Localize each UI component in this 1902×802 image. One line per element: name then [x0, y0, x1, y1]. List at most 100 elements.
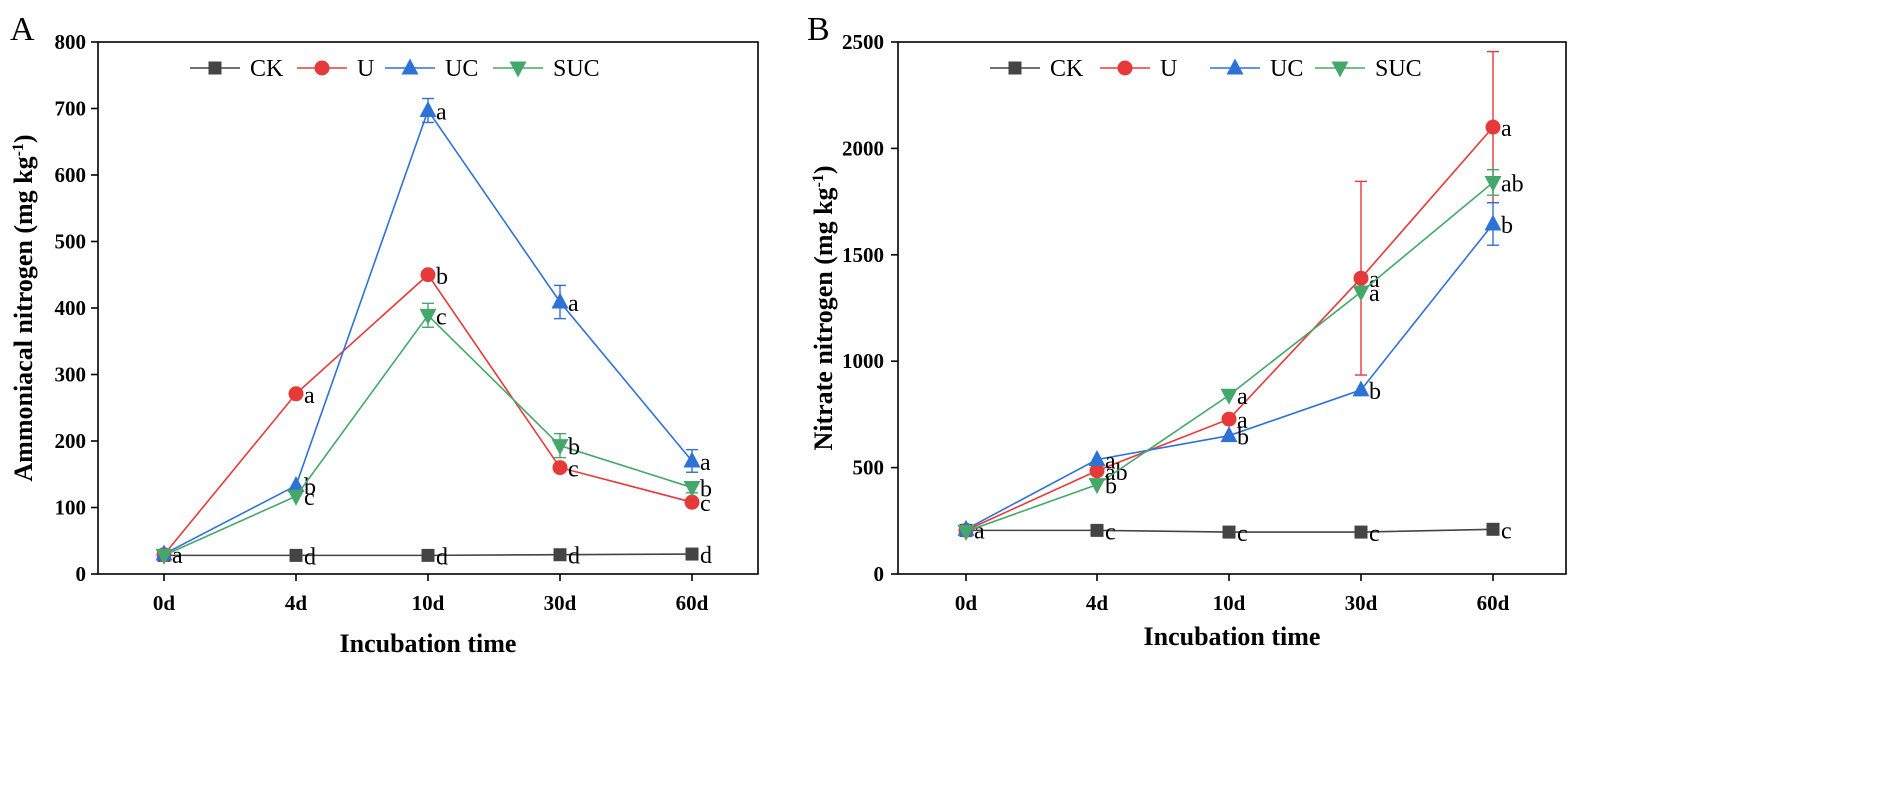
significance-label: c: [1237, 521, 1248, 547]
data-point-suc: [1220, 388, 1238, 405]
x-tick-label: 4d: [285, 591, 308, 615]
data-point-ck: [553, 548, 567, 562]
significance-label: b: [436, 264, 448, 290]
x-tick-label: 30d: [544, 591, 577, 615]
data-point-uc: [287, 476, 305, 493]
data-point-suc: [419, 308, 437, 325]
x-axis-title-b: Incubation time: [1144, 622, 1321, 651]
data-point-u: [684, 494, 700, 510]
significance-label: ab: [1105, 460, 1128, 486]
legend-label: UC: [1270, 56, 1303, 82]
plot-frame-b: [897, 41, 1567, 575]
significance-label: b: [1369, 379, 1381, 405]
y-tick-label: 2500: [842, 30, 884, 54]
significance-label: c: [1501, 518, 1512, 544]
legend-marker: [1226, 58, 1244, 75]
data-point-uc: [1220, 426, 1238, 443]
series-line-suc: [163, 314, 693, 557]
x-tick-label: 0d: [153, 591, 176, 615]
significance-label: a: [172, 543, 183, 569]
series-line-suc: [965, 181, 1494, 533]
significance-label: a: [1237, 408, 1248, 434]
significance-label: c: [304, 485, 315, 511]
legend-item-suc: SUC: [493, 56, 600, 82]
y-tick-label: 0: [874, 562, 885, 586]
significance-label: b: [568, 435, 580, 461]
significance-label: b: [1237, 425, 1249, 451]
data-point-suc: [683, 481, 701, 498]
legend-marker: [1117, 60, 1133, 76]
significance-label: d: [568, 544, 580, 570]
y-axis-title-a: Ammoniacal nitrogen (mg kg-1): [9, 134, 38, 481]
x-tick-label: 10d: [412, 591, 445, 615]
data-point-ck: [1354, 525, 1368, 539]
significance-label: b: [1501, 213, 1513, 239]
y-tick-label: 1500: [842, 243, 884, 267]
data-point-ck: [289, 548, 303, 562]
data-point-u: [1089, 463, 1105, 479]
significance-label: c: [436, 304, 447, 330]
legend-marker: [208, 61, 222, 75]
legend-item-uc: UC: [1210, 56, 1303, 82]
data-point-u: [288, 386, 304, 402]
y-tick-label: 700: [55, 97, 87, 121]
significance-label: a: [1369, 281, 1380, 307]
significance-label: d: [304, 544, 316, 570]
legend-item-u: U: [297, 56, 374, 82]
data-point-suc: [155, 548, 173, 565]
x-tick-label: 60d: [676, 591, 709, 615]
data-point-suc: [287, 489, 305, 506]
y-tick-label: 500: [853, 456, 885, 480]
data-point-u: [552, 460, 568, 476]
y-tick-label: 800: [55, 30, 87, 54]
data-point-uc: [1352, 380, 1370, 397]
data-point-uc: [419, 100, 437, 117]
legend-marker: [509, 61, 527, 78]
significance-label: ab: [1501, 171, 1524, 197]
data-point-ck: [1222, 525, 1236, 539]
significance-label: a: [304, 383, 315, 409]
legend-item-ck: CK: [190, 56, 284, 82]
series-line-u: [965, 126, 1494, 532]
data-point-uc: [683, 451, 701, 468]
legend-a: CK U UC SUC: [190, 56, 600, 82]
significance-label: a: [700, 450, 711, 476]
x-tick-label: 0d: [955, 591, 978, 615]
x-tick-label: 4d: [1086, 591, 1109, 615]
x-tick-label: 10d: [1213, 591, 1246, 615]
y-tick-label: 300: [55, 363, 87, 387]
series-line-uc: [965, 223, 1494, 531]
data-point-suc: [1484, 175, 1502, 192]
significance-label: b: [700, 477, 712, 503]
data-point-u: [1353, 270, 1369, 286]
legend-label: CK: [250, 56, 284, 82]
data-point-u: [1485, 119, 1501, 135]
significance-label: a: [1237, 384, 1248, 410]
legend-marker: [314, 60, 330, 76]
legend-item-ck: CK: [990, 56, 1084, 82]
significance-label: c: [1105, 519, 1116, 545]
significance-label: d: [700, 543, 712, 569]
legend-label: SUC: [1375, 56, 1422, 82]
data-point-uc: [551, 292, 569, 309]
legend-b: CK U UC SUC: [990, 56, 1422, 82]
y-tick-label: 0: [76, 562, 87, 586]
significance-label: c: [700, 491, 711, 517]
data-point-uc: [1088, 450, 1106, 467]
significance-label: b: [1105, 474, 1117, 500]
legend-label: U: [357, 56, 374, 82]
legend-marker: [1008, 61, 1022, 75]
significance-label: a: [436, 99, 447, 125]
data-point-ck: [685, 547, 699, 561]
y-tick-label: 1000: [842, 349, 884, 373]
y-tick-label: 100: [55, 496, 87, 520]
data-point-ck: [1486, 522, 1500, 536]
significance-label: a: [974, 518, 985, 544]
legend-label: U: [1160, 56, 1177, 82]
